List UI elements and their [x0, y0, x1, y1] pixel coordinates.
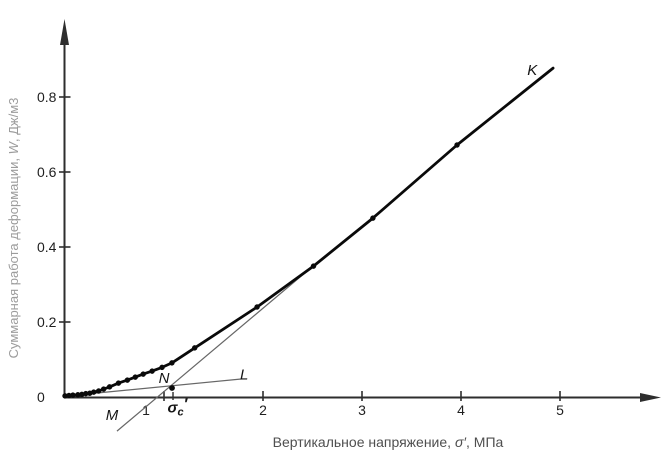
data-point-marker: [83, 390, 89, 397]
data-point-marker: [115, 380, 122, 386]
axis-ticks: 0 0.2 0.4 0.6 0.8 1 2 3 4 5: [37, 89, 564, 418]
curve-annotations: K L M N: [106, 62, 538, 424]
curve-label-M: M: [106, 407, 119, 424]
x-axis-title: Вертикальное напряжение, σ′, МПа: [273, 434, 504, 450]
data-point-marker: [191, 345, 198, 351]
data-point-marker: [132, 374, 138, 380]
y-tick-label: 0.8: [37, 89, 57, 105]
data-point-marker: [254, 304, 260, 310]
x-axis-arrowhead-icon: [640, 393, 661, 402]
curve-label-K: K: [527, 62, 538, 79]
work-deformation-curve: [63, 66, 555, 398]
data-point-marker: [62, 393, 68, 399]
data-point-marker: [454, 142, 460, 148]
x-tick-label: 1: [142, 402, 150, 418]
curve-label-L: L: [240, 367, 248, 384]
data-point-marker: [100, 386, 107, 392]
x-tick-label: 3: [358, 402, 366, 418]
x-tick-label: 2: [259, 402, 267, 418]
data-point-marker: [159, 364, 165, 371]
data-point-marker: [91, 389, 97, 395]
y-tick-label: 0.4: [37, 239, 57, 255]
x-tick-label: 5: [556, 402, 564, 418]
data-point-marker: [75, 392, 81, 398]
data-point-marker: [106, 384, 113, 390]
data-point-marker: [149, 368, 155, 374]
tangent-lines: [63, 265, 314, 432]
data-point-markers: [62, 142, 460, 399]
data-point-marker: [310, 263, 317, 269]
data-point-marker: [140, 371, 146, 377]
data-point-marker: [169, 360, 175, 366]
y-tick-label: 0.2: [37, 314, 57, 330]
curve-label-N: N: [159, 370, 170, 387]
data-point-marker: [124, 377, 131, 383]
tangent-line-M: [116, 265, 314, 432]
data-point-marker: [70, 392, 76, 398]
y-axis-title: Суммарная работа деформации, W, Дж/м3: [6, 98, 21, 359]
data-point-marker: [66, 392, 72, 399]
sigma-c-label: σc′: [168, 396, 189, 419]
y-tick-label: 0: [37, 389, 45, 405]
data-curve: [63, 66, 555, 398]
intersection-point-N: [169, 385, 175, 391]
x-tick-label: 4: [457, 402, 465, 418]
data-point-marker: [95, 388, 102, 394]
y-axis-arrowhead-icon: [60, 19, 69, 45]
y-tick-label: 0.6: [37, 164, 57, 180]
data-point-marker: [370, 215, 376, 221]
